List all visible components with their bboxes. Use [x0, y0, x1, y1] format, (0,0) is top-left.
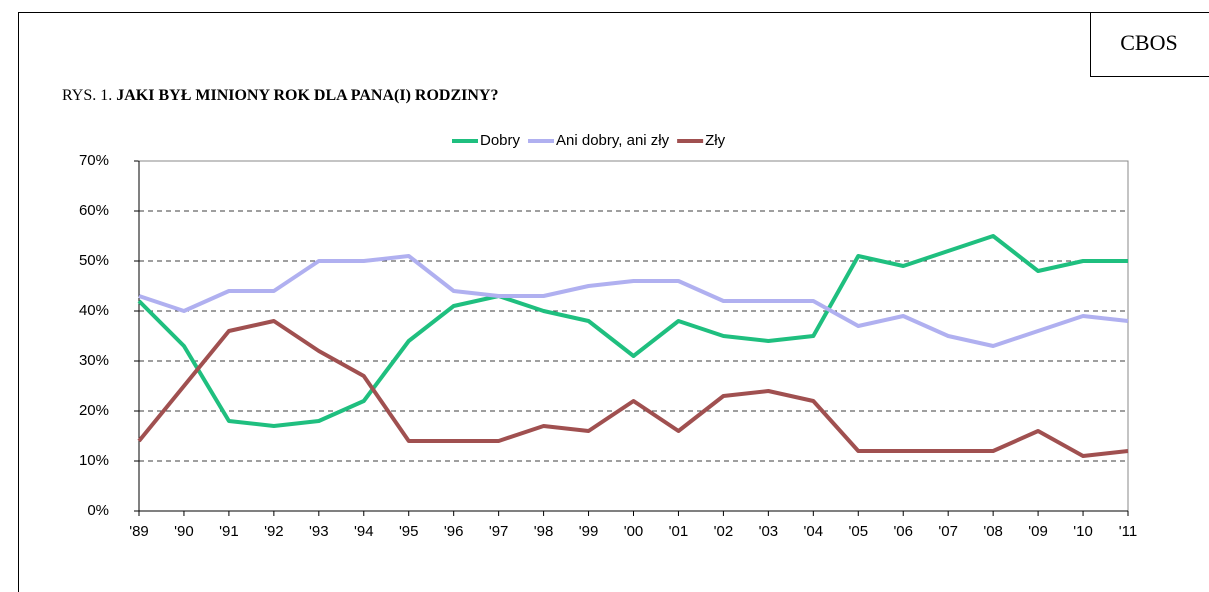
legend: Dobry Ani dobry, ani zły Zły — [452, 132, 726, 149]
figure-label: RYS. 1. — [62, 87, 112, 104]
series-line — [138, 254, 1129, 348]
title: JAKI BYŁ MINIONY ROK DLA PANA(I) RODZINY… — [116, 87, 498, 104]
x-tick-label: '91 — [219, 523, 239, 540]
legend-label: Dobry — [480, 132, 521, 149]
x-tick-label: '99 — [579, 523, 599, 540]
y-tick-label: 30% — [79, 352, 109, 369]
x-tick-label: '08 — [983, 523, 1003, 540]
legend-label: Ani dobry, ani zły — [556, 132, 670, 149]
x-tick-label: '90 — [174, 523, 194, 540]
x-tick-label: '01 — [669, 523, 689, 540]
series-line — [137, 234, 1128, 428]
x-tick-label: '07 — [938, 523, 958, 540]
x-tick-label: '93 — [309, 523, 329, 540]
x-tick-label: '10 — [1073, 523, 1093, 540]
source-box — [1090, 12, 1209, 77]
x-tick-label: '98 — [534, 523, 554, 540]
x-tick-label: '00 — [624, 523, 644, 540]
y-tick-label: 0% — [87, 502, 109, 519]
chart-title: RYS. 1. JAKI BYŁ MINIONY ROK DLA PANA(I)… — [62, 87, 498, 104]
frame — [18, 12, 1209, 592]
y-tick-label: 40% — [79, 302, 109, 319]
x-tick-label: '89 — [129, 523, 149, 540]
y-tick-label: 70% — [79, 152, 109, 169]
x-tick-label: '05 — [848, 523, 868, 540]
x-tick-label: '03 — [759, 523, 779, 540]
x-tick-label: '92 — [264, 523, 284, 540]
x-tick-label: '97 — [489, 523, 509, 540]
x-tick-label: '95 — [399, 523, 419, 540]
x-tick-label: '04 — [804, 523, 824, 540]
y-tick-label: 20% — [79, 402, 109, 419]
x-tick-label: '94 — [354, 523, 374, 540]
legend-label: Zły — [705, 132, 725, 149]
x-tick-label: '02 — [714, 523, 734, 540]
x-tick-label: '09 — [1028, 523, 1048, 540]
x-tick-label: '96 — [444, 523, 464, 540]
x-tick-label: '06 — [893, 523, 913, 540]
plot-area — [138, 160, 1129, 512]
x-tick-label: '11 — [1119, 523, 1137, 540]
y-tick-label: 10% — [79, 452, 109, 469]
series-line — [137, 319, 1129, 458]
source-label: CBOS — [1120, 30, 1177, 55]
y-tick-label: 50% — [79, 252, 109, 269]
y-tick-label: 60% — [79, 202, 109, 219]
